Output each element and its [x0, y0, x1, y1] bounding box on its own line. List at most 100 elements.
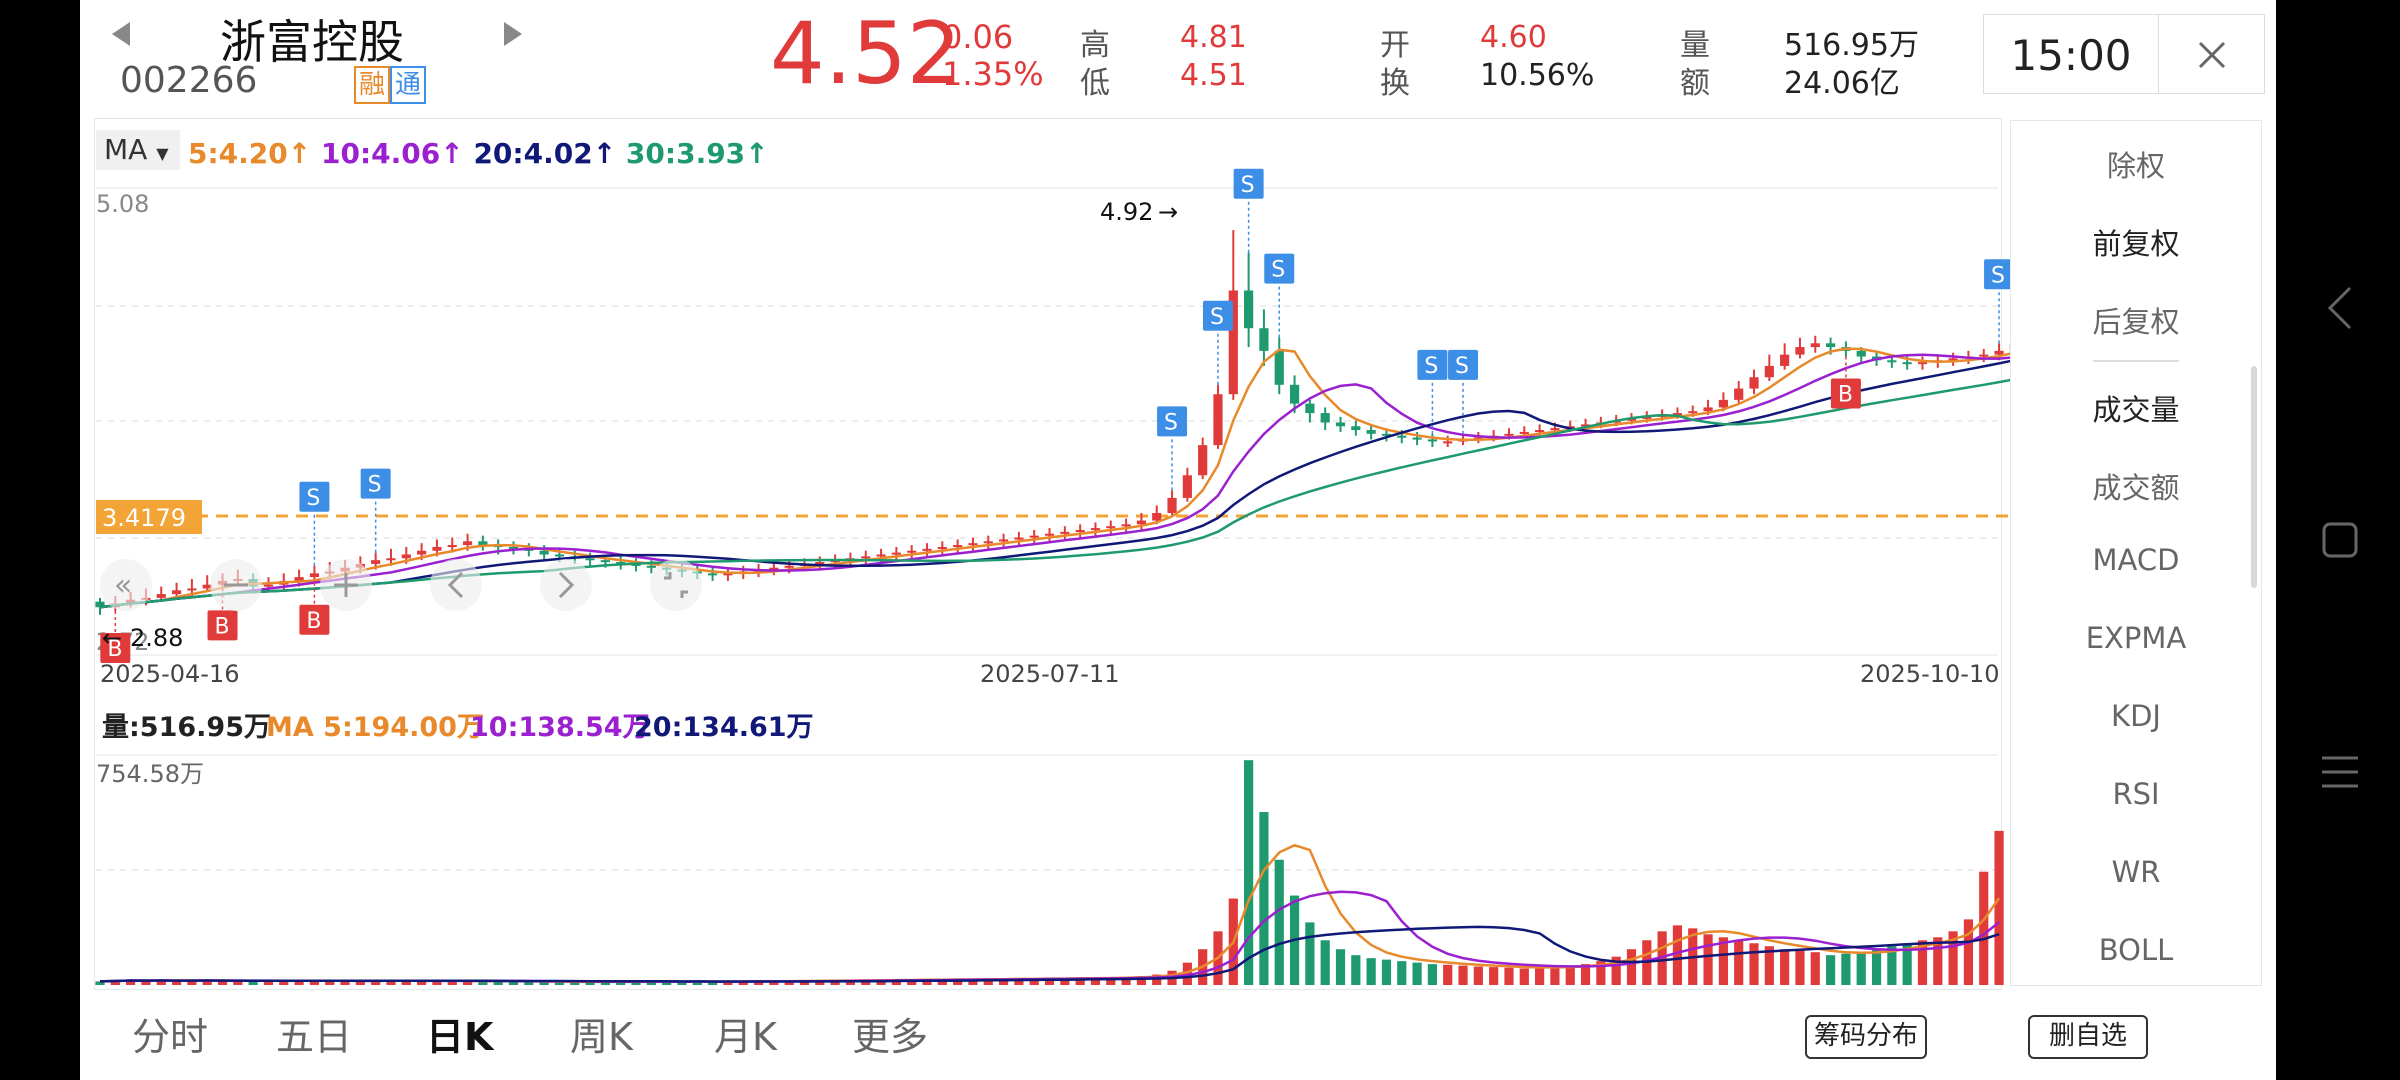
ma10-value: 10:4.06: [320, 137, 441, 170]
indicator-rsi[interactable]: RSI: [2112, 777, 2160, 811]
volume-bar: [539, 982, 549, 985]
indicator-wr[interactable]: WR: [2111, 855, 2161, 889]
volume-bar: [937, 979, 947, 985]
volume-label: 量: [1680, 28, 1710, 63]
svg-text:«: «: [114, 568, 132, 603]
candle-body: [646, 565, 656, 568]
volume-bar: [1933, 937, 1943, 985]
candle-body: [1856, 350, 1866, 357]
option-backward-adjusted[interactable]: 后复权: [2092, 305, 2180, 339]
option-forward-adjusted[interactable]: 前复权: [2092, 227, 2180, 261]
volume-bar: [1259, 812, 1269, 985]
candle-body: [861, 556, 871, 559]
next-stock-icon[interactable]: [492, 14, 532, 54]
sell-signal-label: S: [1424, 354, 1438, 379]
tab-weekly-k[interactable]: 周K: [570, 1015, 633, 1059]
sell-signal: [1264, 253, 1295, 284]
low-value: 4.51: [1180, 58, 1247, 93]
price-grid: [96, 305, 1998, 871]
volume-bar: [891, 979, 901, 985]
tab-daily-k[interactable]: 日K: [426, 1015, 494, 1059]
back-nav-icon[interactable]: [2322, 284, 2358, 332]
zoom-in-icon[interactable]: [320, 559, 372, 611]
volume-bar: [600, 982, 610, 985]
volume-bar: [1060, 978, 1070, 985]
volume-bar: [202, 979, 212, 985]
indicator-macd[interactable]: MACD: [2092, 543, 2180, 577]
volume-bar: [1335, 949, 1346, 985]
candle-body: [309, 573, 320, 578]
buy-signal: [207, 610, 238, 641]
volume-bar: [1244, 760, 1254, 985]
volume-bar: [1887, 946, 1897, 985]
volume-bar: [1075, 977, 1085, 985]
ma-selector[interactable]: MA ▼: [96, 130, 180, 170]
tab-five-day[interactable]: 五日: [276, 1015, 353, 1059]
ref-line-tag: [96, 500, 202, 534]
volume-bar: [508, 981, 519, 985]
volume-bar: [1473, 966, 1483, 985]
panel-scrollbar[interactable]: [2251, 366, 2257, 588]
indicator-kdj[interactable]: KDJ: [2111, 699, 2161, 733]
volume-bar: [1535, 967, 1545, 985]
scroll-right-icon[interactable]: [540, 559, 592, 611]
volume-bar: [1320, 940, 1330, 985]
reset-view-icon[interactable]: [650, 559, 702, 611]
stock-code: 002266: [120, 60, 258, 101]
indicator-boll[interactable]: BOLL: [2098, 933, 2174, 967]
buy-signal-label: B: [215, 614, 230, 639]
home-nav-icon[interactable]: [2320, 520, 2360, 560]
volume-bar: [1856, 952, 1866, 985]
tab-monthly-k[interactable]: 月K: [714, 1015, 777, 1059]
ma-lines: [99, 335, 2046, 609]
collapse-left-icon[interactable]: «: [100, 559, 152, 611]
candle-body: [1090, 528, 1101, 531]
zoom-out-icon[interactable]: [210, 559, 262, 611]
indicator-amount[interactable]: 成交额: [2092, 471, 2180, 505]
candle-body: [723, 573, 733, 576]
chart-area[interactable]: [94, 118, 2002, 990]
menu-nav-icon[interactable]: [2320, 752, 2360, 792]
volume-legend-ma20: 20:134.61万: [634, 712, 814, 743]
candle-body: [1351, 426, 1361, 431]
tab-intraday[interactable]: 分时: [132, 1015, 209, 1059]
candle-body: [1887, 360, 1897, 363]
amount-value: 24.06亿: [1784, 66, 1900, 101]
tab-more[interactable]: 更多: [852, 1015, 929, 1059]
volume-bar: [233, 981, 243, 985]
candle-body: [1213, 394, 1223, 446]
candle-body: [876, 554, 886, 557]
volume-bar: [1014, 978, 1024, 985]
sell-signal: [299, 481, 330, 512]
indicator-volume[interactable]: 成交量: [2092, 393, 2180, 427]
candle-body: [1305, 403, 1315, 414]
volume-bar: [1504, 967, 1514, 985]
volume-bar: [1381, 959, 1392, 985]
header: 浙富控股 002266 融 通 4.52 0.06 1.35% 高 4.81 低…: [80, 0, 2276, 118]
volume-bar: [340, 980, 350, 985]
sell-signal-label: S: [368, 473, 382, 498]
candle-body: [616, 562, 626, 565]
buy-signal-label: B: [107, 637, 122, 662]
candle-body: [171, 590, 182, 595]
price-change-pct: 1.35%: [942, 55, 1044, 93]
volume-bar: [1764, 946, 1774, 985]
prev-stock-icon[interactable]: [102, 14, 142, 54]
volume-bar: [922, 979, 932, 985]
volume-bar: [1458, 965, 1468, 985]
volume-bar: [141, 980, 151, 985]
candle-body: [1979, 354, 1989, 357]
option-ex-rights[interactable]: 除权: [2106, 149, 2165, 183]
candle-body: [1504, 433, 1514, 436]
scroll-left-icon[interactable]: [430, 559, 482, 611]
indicator-expma[interactable]: EXPMA: [2085, 621, 2187, 655]
remove-watchlist-button[interactable]: 删自选: [2028, 1015, 2148, 1059]
volume-bar: [462, 980, 473, 985]
volume-bar: [753, 980, 764, 985]
min-arrow-icon: ←: [102, 624, 122, 652]
chip-distribution-button[interactable]: 筹码分布: [1805, 1015, 1927, 1059]
close-icon[interactable]: [2194, 37, 2230, 73]
buy-signal-label: B: [1838, 383, 1853, 408]
candle-body: [815, 562, 825, 565]
